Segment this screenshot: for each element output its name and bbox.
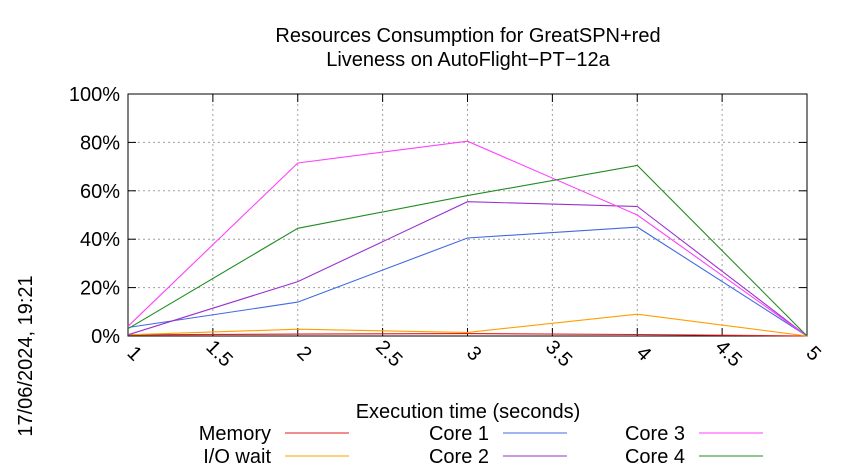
y-tick-label: 0% [91, 326, 120, 348]
legend-label-core-4: Core 4 [625, 446, 685, 468]
legend-label-i-o-wait: I/O wait [203, 446, 271, 468]
chart-title-line-2: Liveness on AutoFlight−PT−12a [326, 49, 610, 71]
series-line-core-4 [127, 164, 808, 337]
x-axis-ticks: 1 1.5 2 2.5 3 3.5 4 4.5 5 [123, 94, 825, 371]
x-tick-label: 3 [462, 342, 485, 365]
x-tick-label: 5 [802, 342, 825, 365]
series-line-core-3 [127, 140, 808, 337]
y-axis-ticks: 0% 20% 40% 60% 80% 100% [69, 84, 807, 348]
x-tick-label: 3.5 [541, 336, 576, 371]
grid-lines [128, 94, 807, 336]
x-tick-label: 2.5 [371, 336, 406, 371]
y-tick-label: 100% [69, 84, 120, 106]
x-tick-label: 2 [292, 342, 315, 365]
y-tick-label: 20% [80, 278, 120, 300]
x-tick-label: 1.5 [202, 336, 237, 371]
x-axis-label: Execution time (seconds) [356, 401, 581, 423]
legend-label-core-2: Core 2 [429, 446, 489, 468]
y-tick-label: 80% [80, 132, 120, 154]
y-tick-label: 60% [80, 181, 120, 203]
x-tick-label: 1 [123, 342, 146, 365]
series-line-memory [127, 333, 808, 337]
timestamp-label: 17/06/2024, 19:21 [15, 275, 37, 436]
series-line-core-1 [127, 226, 808, 337]
x-tick-label: 4.5 [711, 336, 746, 371]
series-line-i-o-wait [127, 313, 808, 337]
y-tick-label: 40% [80, 229, 120, 251]
chart-title-line-1: Resources Consumption for GreatSPN+red [275, 25, 660, 47]
legend-label-memory: Memory [199, 423, 271, 445]
legend-label-core-1: Core 1 [429, 423, 489, 445]
series-line-core-2 [127, 201, 808, 337]
x-tick-label: 4 [632, 342, 655, 365]
series-lines [127, 140, 808, 337]
legend-label-core-3: Core 3 [625, 423, 685, 445]
